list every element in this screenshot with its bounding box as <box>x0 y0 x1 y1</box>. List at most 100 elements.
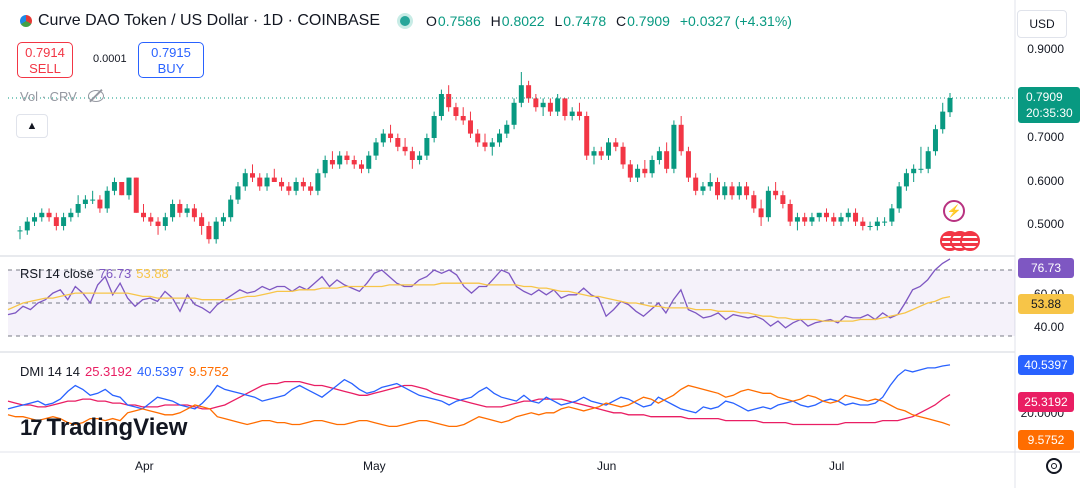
candle-body <box>104 190 110 209</box>
candle-body <box>61 217 67 226</box>
candle-body <box>184 208 190 213</box>
candle-body <box>402 146 408 152</box>
candle-body <box>395 138 401 147</box>
candle-body <box>53 217 59 226</box>
candle-body <box>664 151 670 169</box>
candle-body <box>823 212 829 218</box>
candle-body <box>388 133 394 138</box>
candle-body <box>199 217 205 226</box>
candle-body <box>271 177 277 182</box>
collapse-legend-button[interactable]: ▲ <box>16 114 48 138</box>
candle-body <box>177 204 183 213</box>
candle-body <box>874 221 880 226</box>
candle-body <box>896 186 902 209</box>
candle-body <box>620 146 626 165</box>
candle-body <box>242 173 248 187</box>
candle-body <box>453 107 459 116</box>
open-label: O <box>426 13 437 29</box>
candle-body <box>329 160 335 165</box>
price-tick: 0.7000 <box>1027 130 1064 144</box>
candle-body <box>562 98 568 116</box>
candle-body <box>380 133 386 143</box>
close-value: 0.7909 <box>627 13 670 29</box>
eye-hidden-icon[interactable] <box>88 90 104 102</box>
candle-body <box>918 168 924 170</box>
candle-body <box>417 155 423 160</box>
candle-body <box>32 217 38 222</box>
dmi-legend[interactable]: DMI 14 14 25.3192 40.5397 9.5752 <box>20 364 234 379</box>
candle-body <box>707 182 713 187</box>
candle-body <box>206 226 212 240</box>
candle-body <box>344 155 350 160</box>
buy-button[interactable]: 0.7915 BUY <box>138 42 204 78</box>
candle-body <box>39 212 45 218</box>
rsi-legend[interactable]: RSI 14 close 76.73 53.88 <box>20 266 174 281</box>
candle-body <box>867 226 873 227</box>
candle-body <box>438 94 444 116</box>
candle-body <box>744 186 750 196</box>
candle-body <box>431 116 437 138</box>
rsi-series-line <box>7 258 951 329</box>
candle-body <box>642 168 648 174</box>
candle-body <box>293 182 299 191</box>
adx-value: 25.3192 <box>84 364 132 379</box>
symbol-title[interactable]: Curve DAO Token / US Dollar · 1D · COINB… <box>38 12 381 29</box>
candle-body <box>315 173 321 191</box>
candle-body <box>68 212 74 218</box>
candle-body <box>794 217 800 222</box>
symbol-header: Curve DAO Token / US Dollar · 1D · COINB… <box>20 12 798 30</box>
candle-body <box>446 94 452 108</box>
candle-body <box>148 217 154 222</box>
candle-body <box>860 221 866 226</box>
rsi-value-tag: 76.73 <box>1018 258 1074 278</box>
candle-body <box>831 217 837 222</box>
buy-price: 0.7915 <box>151 45 191 60</box>
candle-body <box>780 195 786 204</box>
minus-di-tag: 9.5752 <box>1018 430 1074 450</box>
candle-body <box>911 168 917 174</box>
x-tick: Jul <box>829 459 845 473</box>
currency-selector[interactable]: USD <box>1017 10 1067 38</box>
price-tick: 0.5000 <box>1027 217 1064 231</box>
candle-body <box>932 129 938 152</box>
plus-di-value: 40.5397 <box>136 364 184 379</box>
candle-body <box>693 177 699 191</box>
candle-body <box>308 186 314 191</box>
x-tick: May <box>363 459 386 473</box>
sell-button[interactable]: 0.7914 SELL <box>17 42 73 78</box>
candle-body <box>889 208 895 222</box>
candle-body <box>533 98 539 108</box>
candle-body <box>351 160 357 165</box>
low-value: 0.7478 <box>563 13 607 29</box>
bar-countdown: 20:35:30 <box>1026 106 1073 120</box>
candle-body <box>279 182 285 187</box>
candle-body <box>220 217 226 222</box>
candle-body <box>460 116 466 121</box>
rsi-ma-tag: 53.88 <box>1018 294 1074 314</box>
candle-body <box>97 199 103 209</box>
settings-gear-icon[interactable] <box>1046 458 1062 474</box>
candle-body <box>119 182 125 196</box>
candle-body <box>511 102 517 125</box>
minus-di-value: 9.5752 <box>188 364 229 379</box>
candle-body <box>90 199 96 201</box>
candle-body <box>882 221 888 223</box>
last-price: 0.7909 <box>1026 90 1063 104</box>
rsi-tick: 40.00 <box>1033 320 1064 334</box>
candle-body <box>358 164 364 169</box>
candle-body <box>838 217 844 222</box>
candle-body <box>162 217 168 226</box>
lightning-event-icon[interactable]: ⚡ <box>943 200 965 222</box>
price-tick: 0.6000 <box>1027 174 1064 188</box>
market-open-status-icon <box>400 16 411 26</box>
candle-body <box>424 138 430 156</box>
adx-tag: 25.3192 <box>1018 392 1074 412</box>
candle-body <box>228 199 234 218</box>
candle-body <box>497 133 503 143</box>
us-flag-event-icon[interactable] <box>960 231 980 251</box>
candle-body <box>606 142 612 156</box>
candle-body <box>925 151 931 169</box>
candle-body <box>409 151 415 160</box>
candle-body <box>591 151 597 156</box>
